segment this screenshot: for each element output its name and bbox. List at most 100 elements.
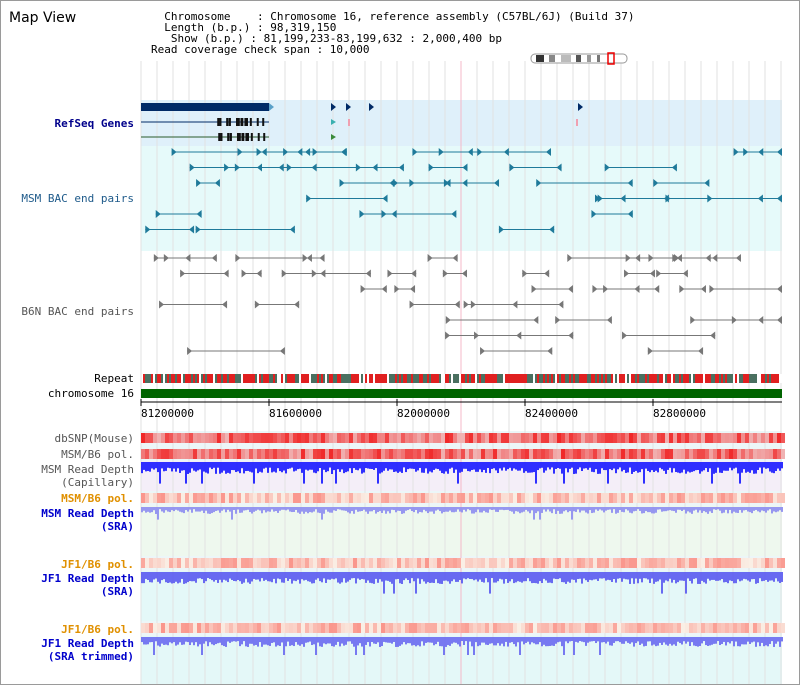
depth-bar bbox=[605, 572, 607, 581]
depth-bar bbox=[157, 507, 159, 520]
depth-bar bbox=[413, 637, 415, 646]
bac-end bbox=[707, 194, 713, 203]
heat-cell bbox=[509, 493, 513, 503]
track-label-chromosome[interactable]: chromosome 16 bbox=[47, 387, 134, 400]
depth-bar bbox=[563, 462, 565, 484]
heat-cell bbox=[185, 493, 189, 503]
repeat-segment bbox=[617, 374, 619, 383]
heat-cell bbox=[421, 493, 425, 503]
heat-cell bbox=[677, 558, 681, 568]
heat-cell bbox=[441, 449, 445, 459]
repeat-segment bbox=[607, 374, 609, 383]
repeat-segment bbox=[737, 374, 739, 383]
heat-cell bbox=[257, 449, 261, 459]
heat-cell bbox=[601, 433, 605, 443]
depth-bar bbox=[283, 462, 285, 471]
track-label-msm-bac[interactable]: MSM BAC end pairs bbox=[21, 192, 134, 205]
depth-bar bbox=[625, 637, 627, 642]
heat-cell bbox=[589, 449, 593, 459]
depth-bar bbox=[745, 507, 747, 510]
heat-cell bbox=[185, 433, 189, 443]
track-label-msm-b6-pol[interactable]: MSM/B6 pol. bbox=[61, 448, 134, 461]
depth-bar bbox=[315, 462, 317, 474]
repeat-segment bbox=[429, 374, 431, 383]
track-label-msm-depth-capillary[interactable]: MSM Read Depth bbox=[41, 463, 134, 476]
track-label-jf1-b6-pol-2[interactable]: JF1/B6 pol. bbox=[61, 623, 134, 636]
depth-bar bbox=[205, 637, 207, 642]
track-label-jf1-depth-trimmed[interactable]: JF1 Read Depth bbox=[41, 637, 134, 650]
depth-bar bbox=[179, 637, 181, 643]
heat-cell bbox=[689, 433, 693, 443]
depth-bar bbox=[467, 572, 469, 579]
heat-cell bbox=[209, 449, 213, 459]
depth-bar bbox=[261, 572, 263, 579]
heat-cell bbox=[729, 558, 733, 568]
bac-end bbox=[372, 163, 378, 172]
heat-cell bbox=[261, 493, 265, 503]
track-label-refseq[interactable]: RefSeq Genes bbox=[54, 117, 134, 130]
heat-cell bbox=[473, 623, 477, 633]
heat-cell bbox=[637, 449, 641, 459]
heat-cell bbox=[237, 623, 241, 633]
heat-cell bbox=[361, 493, 365, 503]
depth-bar bbox=[421, 507, 423, 513]
track-label-dbsnp[interactable]: dbSNP(Mouse) bbox=[54, 432, 134, 445]
heat-cell bbox=[337, 623, 341, 633]
depth-bar bbox=[481, 462, 483, 473]
depth-bar bbox=[491, 572, 493, 579]
repeat-segment bbox=[741, 374, 743, 383]
depth-bar bbox=[301, 572, 303, 580]
heat-cell bbox=[573, 623, 577, 633]
track-label-jf1-b6-pol[interactable]: JF1/B6 pol. bbox=[61, 558, 134, 571]
heat-cell bbox=[553, 623, 557, 633]
depth-bar bbox=[325, 462, 327, 473]
depth-bar bbox=[699, 462, 701, 474]
depth-bar bbox=[343, 462, 345, 474]
depth-bar bbox=[263, 507, 265, 511]
repeat-segment bbox=[289, 374, 291, 383]
depth-bar bbox=[311, 637, 313, 646]
track-label-jf1-depth-sra[interactable]: JF1 Read Depth bbox=[41, 572, 134, 585]
heat-cell bbox=[669, 433, 673, 443]
depth-bar bbox=[277, 572, 279, 579]
depth-bar bbox=[435, 637, 437, 645]
heat-cell bbox=[353, 493, 357, 503]
depth-bar bbox=[773, 462, 775, 474]
depth-bar bbox=[771, 507, 773, 514]
track-label-msm-b6-pol-2[interactable]: MSM/B6 pol. bbox=[61, 492, 134, 505]
heat-cell bbox=[685, 449, 689, 459]
depth-bar bbox=[247, 572, 249, 583]
heat-cell bbox=[169, 558, 173, 568]
track-label-repeat[interactable]: Repeat bbox=[94, 372, 134, 385]
depth-bar bbox=[637, 507, 639, 510]
heat-cell bbox=[501, 449, 505, 459]
depth-bar bbox=[617, 462, 619, 470]
depth-bar bbox=[225, 462, 227, 474]
depth-bar bbox=[225, 637, 227, 647]
heat-cell bbox=[765, 558, 769, 568]
gene-arrow bbox=[346, 103, 351, 111]
repeat-segment bbox=[663, 374, 665, 383]
depth-bar bbox=[335, 507, 337, 511]
heat-cell bbox=[437, 433, 441, 443]
heat-cell bbox=[365, 558, 369, 568]
heat-cell bbox=[445, 623, 449, 633]
track-label-msm-depth-sra[interactable]: MSM Read Depth bbox=[41, 507, 134, 520]
repeat-segment bbox=[763, 374, 765, 383]
bac-end bbox=[155, 210, 161, 218]
heat-cell bbox=[237, 433, 241, 443]
heat-cell bbox=[413, 493, 417, 503]
track-label-b6n-bac[interactable]: B6N BAC end pairs bbox=[21, 305, 134, 318]
depth-bar bbox=[615, 507, 617, 514]
heat-cell bbox=[293, 493, 297, 503]
depth-bar bbox=[645, 507, 647, 512]
heat-cell bbox=[749, 449, 753, 459]
depth-bar bbox=[711, 637, 713, 645]
depth-bar bbox=[165, 637, 167, 645]
repeat-segment bbox=[229, 374, 231, 383]
depth-bar bbox=[227, 572, 229, 583]
depth-bar bbox=[535, 572, 537, 584]
heat-cell bbox=[753, 433, 757, 443]
heat-cell bbox=[321, 493, 325, 503]
